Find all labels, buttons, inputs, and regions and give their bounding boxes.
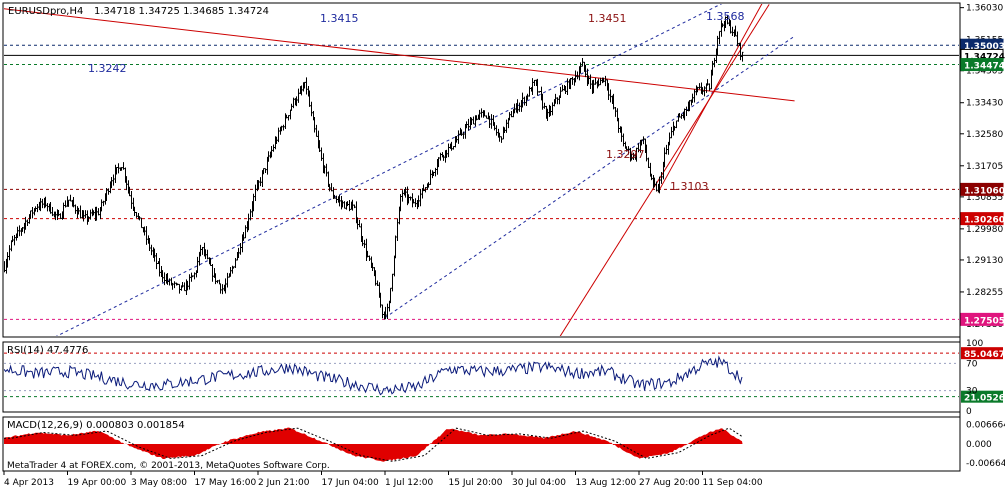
y-axis-label: 1.28255 [966,288,1003,298]
x-axis-label: 19 Apr 00:00 [68,478,127,488]
rsi-level-label: 21.05263 [964,394,1005,404]
price-tag-badge [960,312,1004,326]
axes-layer: 1.360301.351551.343051.334301.325801.317… [3,4,1005,488]
trendline [559,4,770,336]
main-panel[interactable] [2,2,961,338]
rsi-layer [4,352,959,398]
macd-layer [4,427,743,462]
x-axis-label: 17 May 16:00 [195,478,257,488]
y-axis-label: 1.33430 [966,99,1003,109]
price-tag-badge [960,58,1004,72]
price-annotation: 1.3297 [606,148,645,161]
rsi-level-badge [961,347,1003,360]
price-tag-label: 1.27505 [964,316,1005,326]
rsi-level-badge [961,390,1003,403]
y-axis-label: 1.29130 [966,256,1003,266]
rsi-level-label: 85.04673 [964,350,1005,360]
price-annotation: 1.3451 [588,12,627,25]
rsi-title: RSI(14) 47.4776 [7,345,88,356]
x-axis-label: 13 Aug 12:00 [576,478,637,488]
x-axis-label: 15 Jul 20:00 [449,478,503,488]
y-axis-label: 1.36030 [966,4,1003,14]
x-axis-label: 3 May 08:00 [131,478,187,488]
y-axis-label: 1.34305 [966,67,1003,77]
macd-title: MACD(12,26,9) 0.000803 0.001854 [7,420,185,431]
rsi-axis-label: 0 [966,407,972,417]
price-annotation: 1.3415 [320,12,359,25]
chart-header-ohlc: 1.34718 1.34725 1.34685 1.34724 [94,6,269,17]
y-axis-label: 1.30855 [966,193,1003,203]
price-tag-label: 1.31060 [964,186,1005,196]
trendline [55,4,723,336]
macd-histogram [4,427,743,462]
rsi-line [4,355,743,396]
x-axis-label: 27 Aug 20:00 [639,478,700,488]
y-axis-label: 1.31705 [966,162,1003,172]
price-tag-label: 1.30260 [964,216,1005,226]
price-tag-label: 1.34474 [964,62,1005,72]
rsi-axis-label: 70 [966,359,978,369]
macd-axis-label: 0.000 [966,440,992,450]
price-layer: 1.3415 1.3451 1.3568 1.3242 1.3297 1.3103 [4,4,959,336]
y-axis-label: 1.29980 [966,225,1003,235]
price-annotation: 1.3242 [88,62,127,75]
macd-axis-label: 0.006664 [966,421,1005,431]
y-axis-label: 1.32580 [966,130,1003,140]
price-tag-badge [960,182,1004,196]
price-tag-badge [960,212,1004,226]
x-axis-label: 30 Jul 04:00 [512,478,566,488]
x-axis-label: 17 Jun 04:00 [322,478,379,488]
rsi-panel[interactable] [2,341,961,413]
price-annotation: 1.3103 [670,180,709,193]
x-axis-label: 1 Jul 12:00 [385,478,434,488]
price-annotation: 1.3568 [706,10,745,23]
x-axis-label: 4 Apr 2013 [4,478,54,488]
chart-header-symbol: EURUSDpro,H4 [8,6,83,17]
copyright-footer: MetaTrader 4 at FOREX.com, © 2001-2013, … [7,461,330,471]
trendline [657,4,763,193]
price-tag-label: 1.35003 [964,42,1005,52]
rsi-axis-label: 100 [966,339,983,349]
trendline [4,8,795,102]
x-axis-label: 2 Jun 21:00 [258,478,310,488]
trendline [384,35,795,319]
rsi-axis-label: 30 [966,387,978,397]
price-tag-label: 1.34724 [964,52,1005,62]
x-axis-label: 11 Sep 04:00 [703,478,763,488]
macd-axis-label: -0.006646 [966,459,1005,469]
